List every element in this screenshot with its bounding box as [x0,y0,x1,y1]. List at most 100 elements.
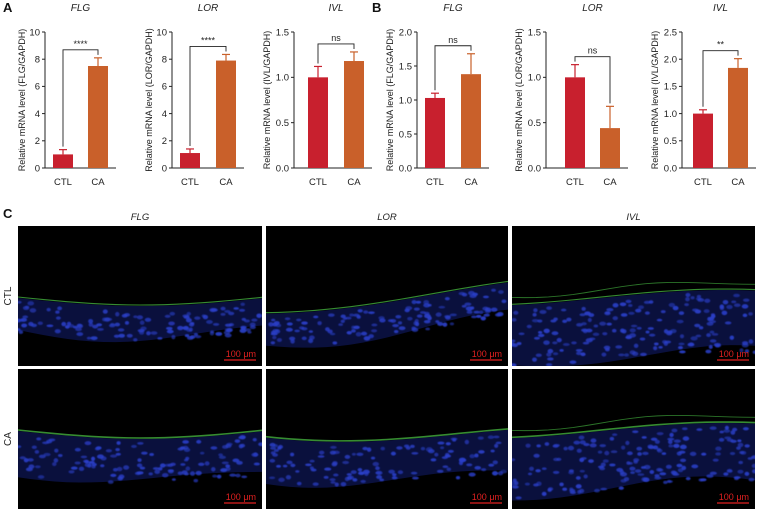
marker-stain [18,429,262,439]
marker-stain [266,428,508,442]
bar-ctl [693,113,713,168]
bar-ctl [53,154,73,168]
nuclei-cluster [18,435,262,484]
significance-bracket [189,45,227,146]
micrograph-column-title: FLG [131,212,149,223]
y-tick-label: 4 [35,109,40,120]
chart-a-ivl: IVL 0.0 0.5 1.0 1.5 Relative mRNA level (IVL/… [262,3,372,188]
bar-ctl [308,77,328,168]
tissue-region [18,431,262,483]
bar-ctl [425,97,445,168]
y-tick-label: 2.0 [664,55,677,66]
chart-title: LOR [582,3,603,14]
y-axis-label: Relative mRNA level (LOR/GAPDH) [144,28,154,172]
chart-b-ivl: IVL 0.0 0.5 1.0 1.5 2.0 2.5 Relative mRNA level… [650,3,756,188]
y-tick-label: 0.5 [664,136,677,147]
y-tick-label: 0.5 [399,129,412,140]
significance-label: **** [73,39,88,49]
bar-ctl [180,153,200,168]
nuclei-cluster [512,425,755,500]
panel-letter-b: B [372,0,381,15]
bar-ca [600,128,620,168]
category-label: CTL [694,177,712,188]
scale-bar-label: 100 μm [226,349,256,359]
y-axis-label: Relative mRNA level (FLG/GAPDH) [385,29,395,172]
significance-bracket [317,43,355,64]
micrograph-ca-flg: 100 μm [18,369,262,509]
micrograph-ctl-flg: 100 μm [18,226,262,366]
y-tick-label: 2.0 [399,27,412,38]
chart-title: FLG [71,3,91,14]
marker-stain [512,414,755,432]
category-label: CTL [426,177,444,188]
scale-bar-label: 100 μm [719,492,749,502]
y-tick-label: 1.5 [528,27,541,38]
marker-stain [18,296,262,306]
nuclei-cluster [512,292,755,366]
category-label: CA [731,177,745,188]
y-axis-label: Relative mRNA level (LOR/GAPDH) [514,28,524,172]
significance-label: ns [588,46,598,56]
y-axis-label: Relative mRNA level (IVL/GAPDH) [262,31,272,170]
category-label: CA [219,177,233,188]
significance-bracket [62,49,99,147]
y-tick-label: 0 [35,163,40,174]
micrograph-row-label: CTL [3,286,14,305]
category-label: CTL [54,177,72,188]
micrograph-grid: FLG LOR IVL CTL CA 100 μm 100 μm 100 μm 100 μm 10… [3,212,755,509]
y-tick-label: 6 [162,82,167,93]
scale-bar-label: 100 μm [472,349,502,359]
marker-stain [512,421,755,439]
nuclei-cluster [18,300,262,342]
chart-title: FLG [443,3,463,14]
y-tick-label: 0.0 [528,163,541,174]
category-label: CTL [566,177,584,188]
y-axis-label: Relative mRNA level (IVL/GAPDH) [650,31,660,170]
significance-bracket [434,45,472,91]
y-tick-label: 6 [35,82,40,93]
bar-ca [728,67,748,168]
category-label: CTL [309,177,327,188]
tissue-region [18,298,262,343]
y-tick-label: 1.5 [276,27,289,38]
category-label: CA [91,177,105,188]
y-tick-label: 0.0 [276,163,289,174]
bar-ca [216,60,236,169]
y-tick-label: 1.0 [664,109,677,120]
chart-b-flg: FLG 0.0 0.5 1.0 1.5 2.0 Relative mRNA level (F… [385,3,489,188]
bar-ca [88,66,108,168]
category-label: CA [464,177,478,188]
micrograph-ca-lor: 100 μm [266,369,508,509]
chart-title: IVL [713,3,728,14]
category-label: CA [603,177,617,188]
y-tick-label: 0.0 [664,163,677,174]
nuclei-cluster [268,288,507,345]
y-tick-label: 0.5 [276,118,289,129]
y-axis-label: Relative mRNA level (FLG/GAPDH) [17,29,27,172]
y-tick-label: 10 [156,27,167,38]
y-tick-label: 0 [162,163,167,174]
y-tick-label: 1.0 [276,73,289,84]
significance-bracket [574,56,611,104]
micrograph-ctl-lor: 100 μm [266,226,508,366]
chart-title: IVL [328,3,343,14]
marker-stain [512,281,755,299]
significance-label: **** [201,35,216,45]
bar-ctl [565,77,585,168]
category-label: CTL [181,177,199,188]
bar-ca [461,74,481,168]
nuclei-cluster [269,435,508,487]
significance-label: ns [331,33,341,43]
significance-label: ns [448,35,458,45]
panel-letter-a: A [3,0,13,15]
significance-bracket [702,50,739,107]
micrograph-row-label: CA [3,432,14,446]
y-tick-label: 1.5 [664,82,677,93]
y-tick-label: 1.5 [399,61,412,72]
y-tick-label: 1.0 [528,73,541,84]
scale-bar-label: 100 μm [472,492,502,502]
micrograph-background [18,226,262,366]
